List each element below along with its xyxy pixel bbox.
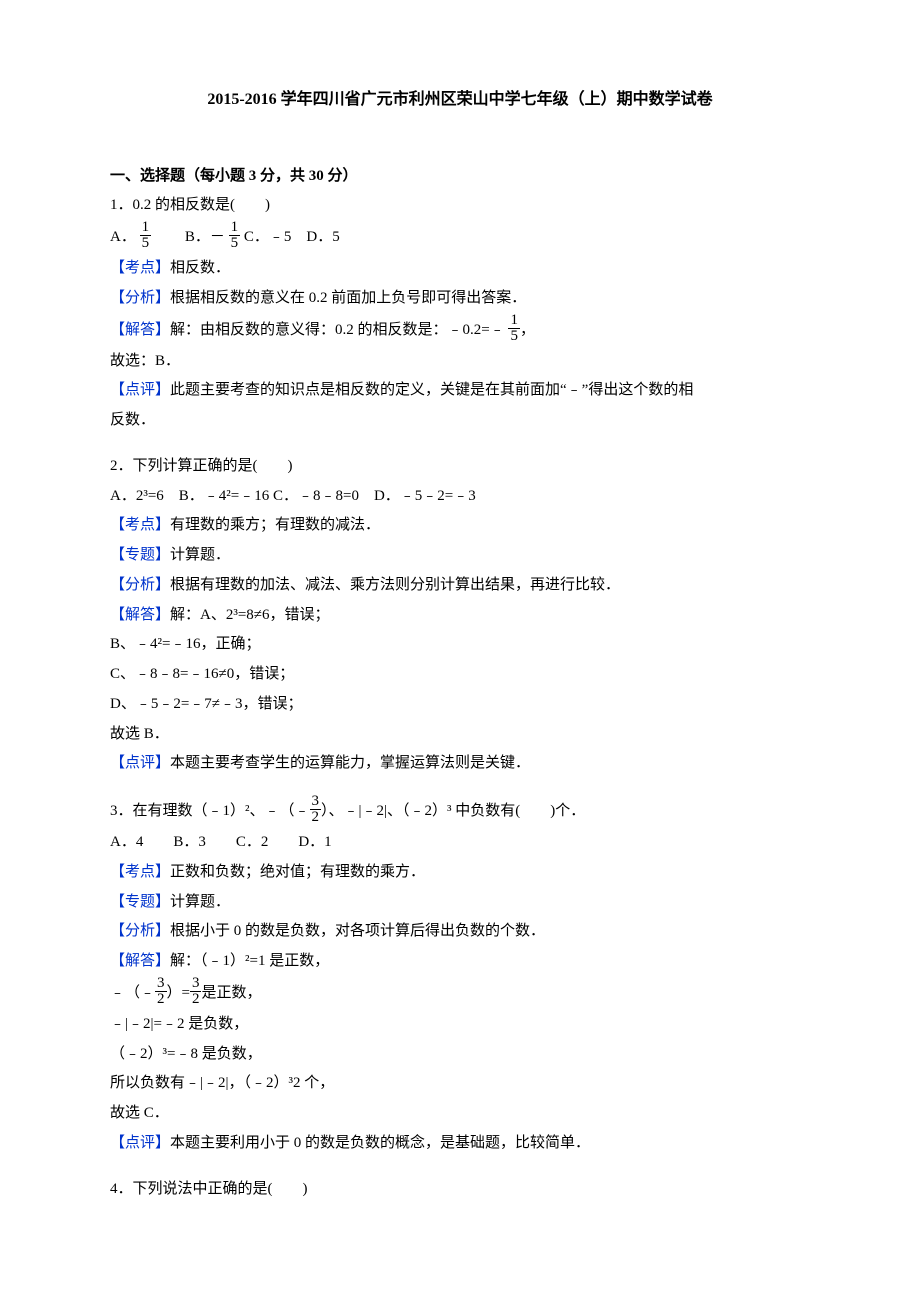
q1-jieda: 【解答】解：由相反数的意义得：0.2 的相反数是：﹣0.2=﹣ 1 5 ，	[110, 315, 810, 346]
q1-answer: 故选：B．	[110, 348, 810, 376]
q2-kaodian: 【考点】有理数的乘方；有理数的减法．	[110, 512, 810, 540]
frac-num: 1	[508, 313, 520, 329]
q2-jB: B、﹣4²=﹣16，正确；	[110, 631, 810, 659]
q2-jieda: 【解答】解：A、2³=8≠6，错误；	[110, 602, 810, 630]
q1-dianping-2: 反数．	[110, 407, 810, 435]
q3-kaodian: 【考点】正数和负数；绝对值；有理数的乘方．	[110, 859, 810, 887]
dianping-text: 本题主要利用小于 0 的数是负数的概念，是基础题，比较简单．	[170, 1135, 590, 1151]
fenxi-label: 【分析】	[110, 290, 170, 306]
frac-num: 3	[190, 976, 202, 992]
fenxi-label: 【分析】	[110, 923, 170, 939]
fraction-1-5: 1 5	[140, 220, 152, 251]
q3-fenxi: 【分析】根据小于 0 的数是负数，对各项计算后得出负数的个数．	[110, 918, 810, 946]
page: 2015-2016 学年四川省广元市利州区荣山中学七年级（上）期中数学试卷 一、…	[0, 0, 920, 1302]
q1-dianping-1: 【点评】此题主要考查的知识点是相反数的定义，关键是在其前面加“﹣”得出这个数的相	[110, 377, 810, 405]
question-3: 3．在有理数（﹣1）²、﹣（﹣ 3 2 ）、﹣|﹣2|、（﹣2）³ 中负数有( …	[110, 796, 810, 1158]
jieda-label: 【解答】	[110, 607, 170, 623]
q3-stem-pre: 3．在有理数（﹣1）²、﹣（﹣	[110, 803, 310, 819]
jieda-pre: 解：由相反数的意义得：0.2 的相反数是：﹣0.2=﹣	[170, 322, 505, 338]
dianping-label: 【点评】	[110, 755, 170, 771]
frac-den: 5	[508, 329, 520, 344]
zhuanti-text: 计算题．	[170, 894, 230, 910]
q1-opt-A-pre: A．	[110, 229, 136, 245]
kaodian-label: 【考点】	[110, 260, 170, 276]
jline2-pre: ﹣（﹣	[110, 985, 155, 1001]
frac-num: 1	[229, 220, 241, 236]
q1-opt-CD: C．﹣5 D．5	[244, 229, 340, 245]
frac-num: 3	[310, 794, 322, 810]
fenxi-text: 根据有理数的加法、减法、乘方法则分别计算出结果，再进行比较．	[170, 577, 620, 593]
q2-answer: 故选 B．	[110, 721, 810, 749]
q2-stem: 2．下列计算正确的是( )	[110, 453, 810, 481]
dianping-text: 本题主要考查学生的运算能力，掌握运算法则是关键．	[170, 755, 530, 771]
q2-jD: D、﹣5﹣2=﹣7≠﹣3，错误；	[110, 691, 810, 719]
jieda-post: ，	[520, 322, 535, 338]
frac-den: 2	[310, 810, 322, 825]
zhuanti-label: 【专题】	[110, 547, 170, 563]
frac-den: 2	[190, 992, 202, 1007]
kaodian-label: 【考点】	[110, 517, 170, 533]
q1-stem: 1．0.2 的相反数是( )	[110, 192, 810, 220]
q3-options: A．4 B．3 C．2 D．1	[110, 829, 810, 857]
jieda-text: 解：（﹣1）²=1 是正数，	[170, 953, 329, 969]
kaodian-text: 正数和负数；绝对值；有理数的乘方．	[170, 864, 425, 880]
q2-fenxi: 【分析】根据有理数的加法、减法、乘方法则分别计算出结果，再进行比较．	[110, 572, 810, 600]
dianping-label: 【点评】	[110, 382, 170, 398]
q2-zhuanti: 【专题】计算题．	[110, 542, 810, 570]
q3-jline2: ﹣（﹣ 3 2 ）= 3 2 是正数，	[110, 978, 810, 1009]
q2-dianping: 【点评】本题主要考查学生的运算能力，掌握运算法则是关键．	[110, 750, 810, 778]
dianping-label: 【点评】	[110, 1135, 170, 1151]
frac-num: 1	[140, 220, 152, 236]
frac-num: 3	[155, 976, 167, 992]
jline2-mid: ）=	[167, 985, 190, 1001]
q3-stem: 3．在有理数（﹣1）²、﹣（﹣ 3 2 ）、﹣|﹣2|、（﹣2）³ 中负数有( …	[110, 796, 810, 827]
dianping-text-1: 此题主要考查的知识点是相反数的定义，关键是在其前面加“﹣”得出这个数的相	[170, 382, 693, 398]
q1-opt-B-pre: B．－	[155, 229, 225, 245]
fenxi-label: 【分析】	[110, 577, 170, 593]
jieda-text: 解：A、2³=8≠6，错误；	[170, 607, 330, 623]
q3-jieda: 【解答】解：（﹣1）²=1 是正数，	[110, 948, 810, 976]
fenxi-text: 根据相反数的意义在 0.2 前面加上负号即可得出答案．	[170, 290, 526, 306]
q3-jline3: ﹣|﹣2|=﹣2 是负数，	[110, 1011, 810, 1039]
q1-fenxi: 【分析】根据相反数的意义在 0.2 前面加上负号即可得出答案．	[110, 285, 810, 313]
q1-kaodian: 【考点】相反数．	[110, 255, 810, 283]
kaodian-label: 【考点】	[110, 864, 170, 880]
kaodian-text: 有理数的乘方；有理数的减法．	[170, 517, 380, 533]
q3-zhuanti: 【专题】计算题．	[110, 889, 810, 917]
q2-jC: C、﹣8﹣8=﹣16≠0，错误；	[110, 661, 810, 689]
frac-den: 2	[155, 992, 167, 1007]
q2-options: A．2³=6 B．﹣4²=﹣16 C．﹣8﹣8=0 D．﹣5﹣2=﹣3	[110, 483, 810, 511]
zhuanti-label: 【专题】	[110, 894, 170, 910]
fraction-3-2: 3 2	[310, 794, 322, 825]
zhuanti-text: 计算题．	[170, 547, 230, 563]
q4-stem: 4．下列说法中正确的是( )	[110, 1176, 810, 1204]
question-2: 2．下列计算正确的是( ) A．2³=6 B．﹣4²=﹣16 C．﹣8﹣8=0 …	[110, 453, 810, 778]
frac-den: 5	[140, 236, 152, 251]
fraction-1-5: 1 5	[229, 220, 241, 251]
q3-stem-mid: ）、﹣|﹣2|、（﹣2）³ 中负数有( )个．	[321, 803, 585, 819]
kaodian-text: 相反数．	[170, 260, 230, 276]
fenxi-text: 根据小于 0 的数是负数，对各项计算后得出负数的个数．	[170, 923, 545, 939]
section-heading: 一、选择题（每小题 3 分，共 30 分）	[110, 163, 810, 191]
q1-options: A． 1 5 B．－ 1 5 C．﹣5 D．5	[110, 222, 810, 253]
question-1: 1．0.2 的相反数是( ) A． 1 5 B．－ 1 5 C．﹣5 D．5 【…	[110, 192, 810, 435]
frac-den: 5	[229, 236, 241, 251]
jieda-label: 【解答】	[110, 953, 170, 969]
jline2-post: 是正数，	[201, 985, 261, 1001]
q3-dianping: 【点评】本题主要利用小于 0 的数是负数的概念，是基础题，比较简单．	[110, 1130, 810, 1158]
q3-jline4: （﹣2）³=﹣8 是负数，	[110, 1041, 810, 1069]
fraction-3-2: 3 2	[190, 976, 202, 1007]
jieda-label: 【解答】	[110, 322, 170, 338]
page-title: 2015-2016 学年四川省广元市利州区荣山中学七年级（上）期中数学试卷	[110, 85, 810, 115]
fraction-1-5: 1 5	[508, 313, 520, 344]
fraction-3-2: 3 2	[155, 976, 167, 1007]
question-4: 4．下列说法中正确的是( )	[110, 1176, 810, 1204]
q3-answer: 故选 C．	[110, 1100, 810, 1128]
q3-jline5: 所以负数有﹣|﹣2|，（﹣2）³2 个，	[110, 1070, 810, 1098]
